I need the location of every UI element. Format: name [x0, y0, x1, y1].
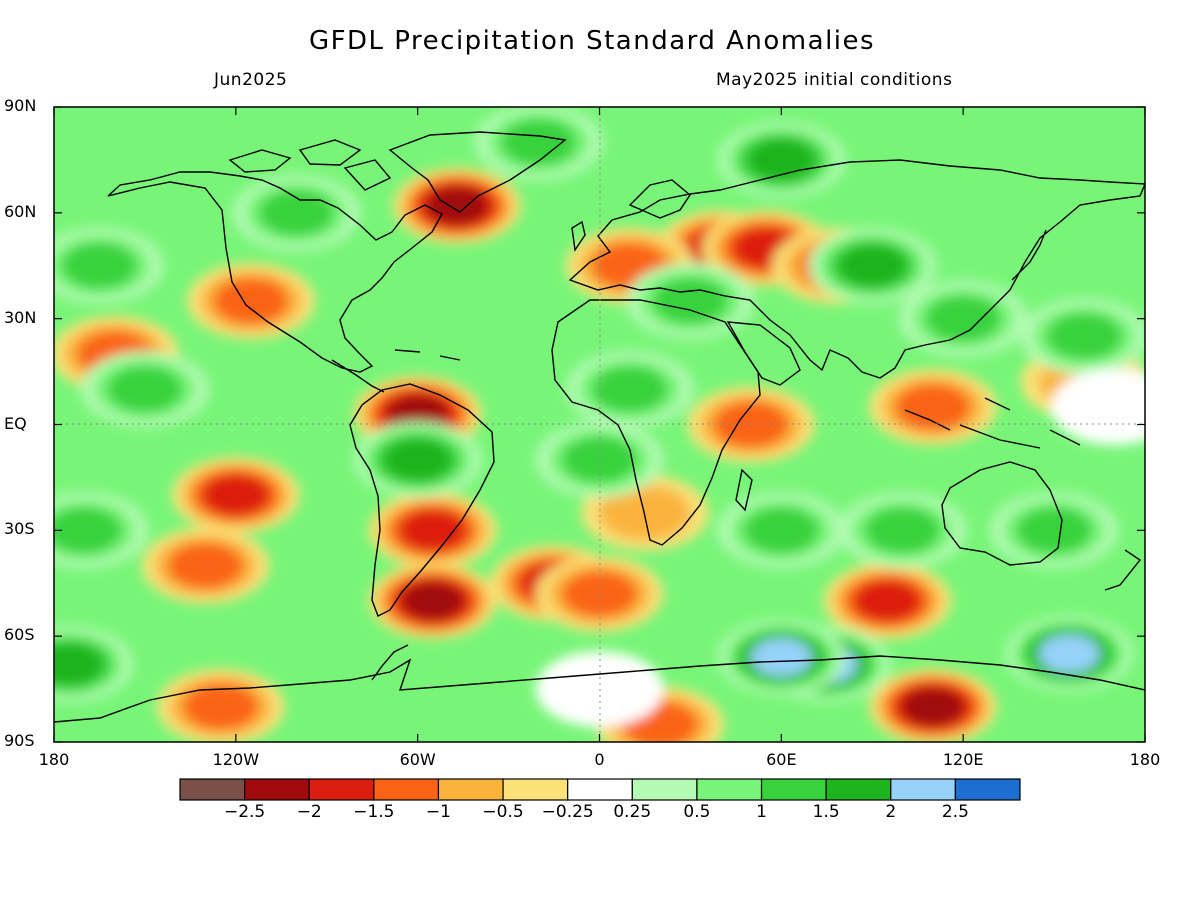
- anomaly-blob: [1050, 368, 1145, 445]
- map-title: GFDL Precipitation Standard Anomalies: [308, 26, 876, 56]
- coastline-scandinavia: [571, 179, 691, 252]
- anomaly-blob: [61, 242, 138, 289]
- colorbar-label: −2.5: [223, 802, 266, 822]
- colorbar-label: 0.25: [613, 802, 652, 822]
- anomaly-blob: [399, 509, 467, 551]
- anomaly-blob: [561, 436, 638, 483]
- anomaly-field: [54, 107, 1145, 742]
- longitude-label: 120E: [942, 750, 984, 769]
- latitude-label: 60S: [4, 625, 35, 645]
- colorbar-label: 2: [885, 802, 897, 822]
- anomaly-blob: [1016, 507, 1092, 554]
- anomaly-blob: [854, 580, 921, 622]
- longitude-label: 120W: [212, 750, 260, 769]
- colorbar-label: −0.25: [541, 802, 594, 822]
- anomaly-blob: [895, 383, 971, 431]
- anomaly-blob: [1038, 634, 1100, 673]
- anomaly-blob: [750, 638, 812, 677]
- anomaly-blob: [213, 277, 289, 325]
- coastline-arctic-islands: [228, 139, 392, 191]
- coastline-greenland: [388, 131, 567, 213]
- anomaly-blob: [54, 507, 123, 554]
- graticule: [54, 107, 1145, 742]
- longitude-label: 60E: [766, 750, 797, 769]
- anomaly-blob: [864, 507, 941, 554]
- latitude-label: 30N: [4, 307, 37, 327]
- anomaly-blob: [925, 295, 1001, 342]
- longitude-label: 180: [38, 750, 70, 769]
- coastline-australia: [941, 461, 1063, 566]
- latitude-label: 90S: [4, 731, 35, 750]
- colorbar-label: −2: [296, 802, 322, 822]
- longitude-label: 60W: [399, 750, 436, 769]
- anomaly-blob: [838, 245, 906, 287]
- anomaly-blob: [652, 277, 729, 325]
- coastline-arabia: [726, 321, 801, 386]
- anomaly-blob: [402, 581, 464, 620]
- anomaly-blob: [592, 366, 668, 413]
- coastline-africa: [551, 299, 761, 546]
- forecast-month: Jun2025: [214, 70, 288, 90]
- coastline-antarctic-peninsula: [371, 644, 409, 681]
- coastlines: [54, 131, 1145, 723]
- latitude-label: 30S: [4, 519, 35, 539]
- coastline-antarctica: [54, 655, 1145, 723]
- coastline-madagascar: [735, 468, 753, 512]
- anomaly-blob: [902, 687, 964, 726]
- coastline-central-america: [331, 349, 461, 393]
- anomaly-blob: [1046, 313, 1123, 360]
- colorbar-label: −1.5: [353, 802, 395, 822]
- coastline-new-zealand: [1104, 549, 1142, 591]
- longitude-label: 180: [1129, 750, 1161, 769]
- anomaly-blob: [167, 542, 244, 589]
- anomaly-blob: [107, 366, 183, 413]
- anomaly-blob: [202, 474, 270, 516]
- latitude-label: EQ: [4, 413, 27, 433]
- anomaly-blob: [743, 507, 820, 554]
- longitude-label: 0: [594, 750, 605, 769]
- colorbar-label: −1: [425, 802, 451, 822]
- anomaly-blob: [501, 119, 577, 166]
- initial-conditions: May2025 initial conditions: [716, 70, 953, 90]
- anomaly-blob: [258, 189, 335, 236]
- coastline-south-america: [349, 383, 495, 617]
- anomaly-blob: [54, 643, 103, 686]
- coastline-eurasia: [568, 159, 1145, 379]
- colorbar-label: −0.5: [482, 802, 524, 822]
- colorbar-label: 1.5: [812, 802, 840, 822]
- coastline-japan: [1011, 229, 1047, 281]
- latitude-label: 60N: [4, 201, 37, 221]
- anomaly-blob: [182, 683, 259, 730]
- colorbar-label: 2.5: [941, 802, 969, 822]
- colorbar-label: 0.5: [683, 802, 711, 822]
- coastline-indonesia: [904, 397, 1081, 449]
- anomaly-blob: [384, 439, 451, 481]
- colorbar-label: 1: [756, 802, 767, 822]
- latitude-label: 90N: [4, 96, 37, 115]
- coastline-north-america: [107, 171, 443, 373]
- axis-ticks: [53, 106, 1146, 743]
- anomaly-blob: [599, 485, 691, 541]
